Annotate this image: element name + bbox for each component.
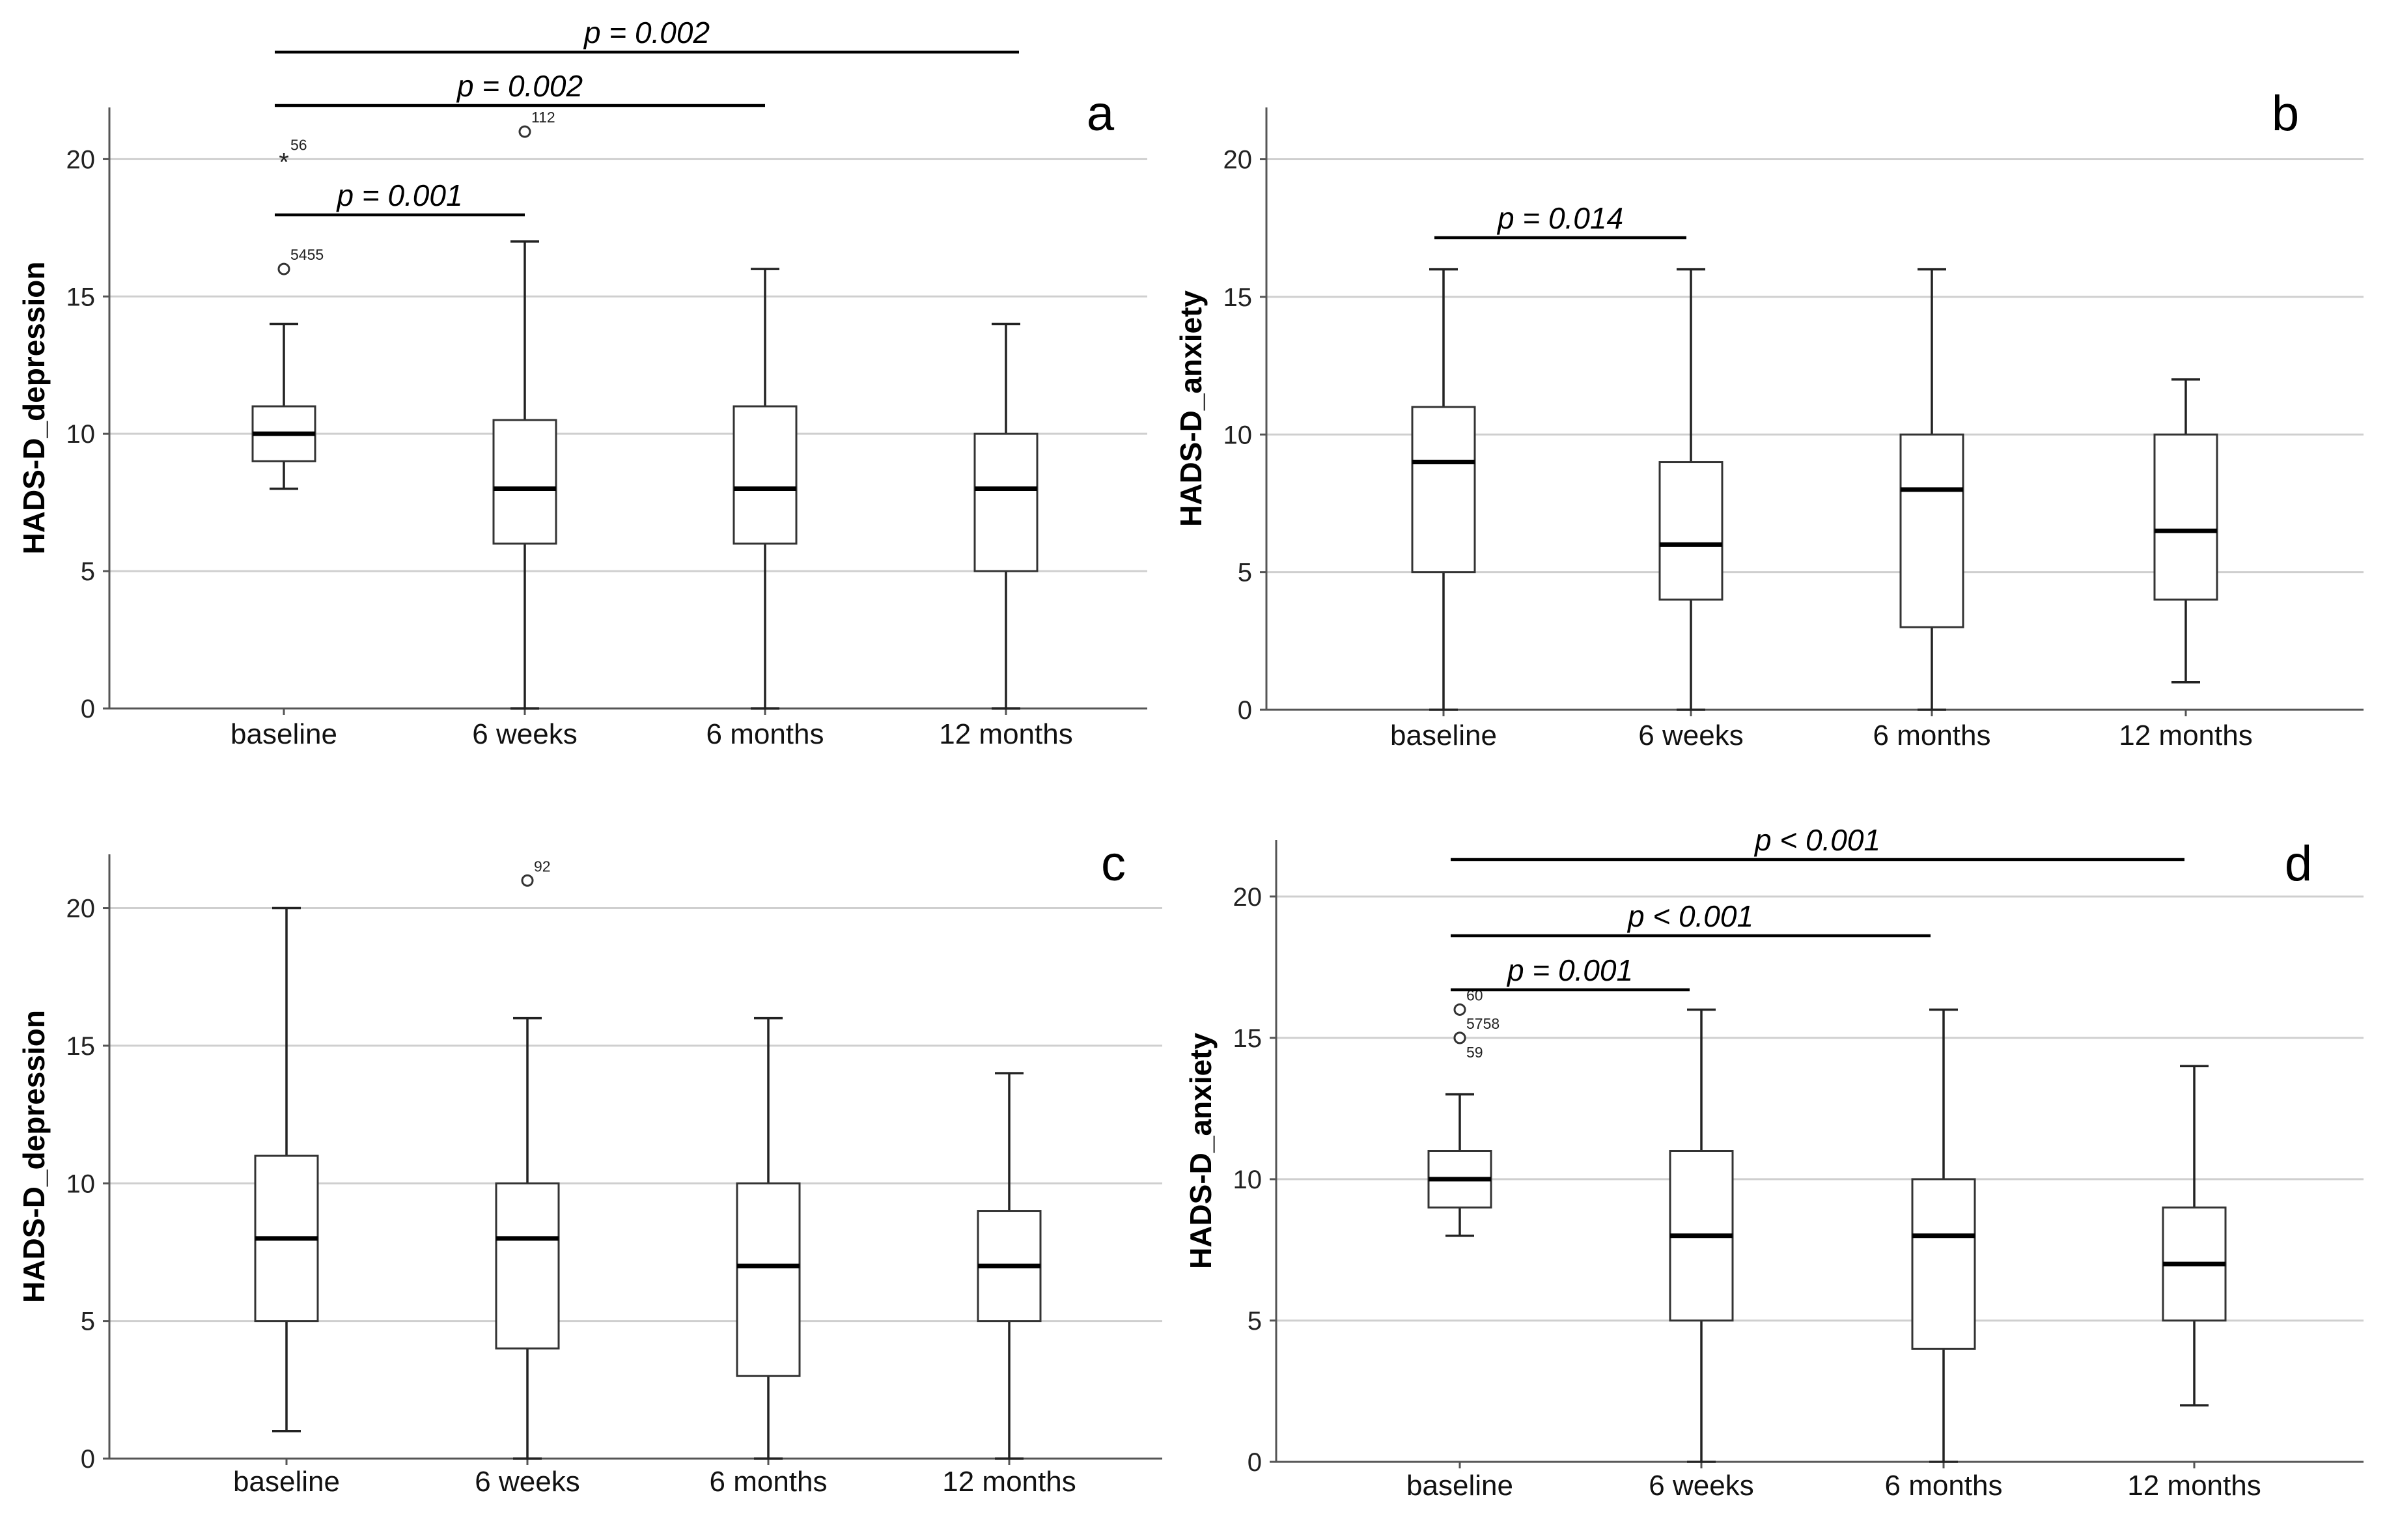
outlier-point [1453, 1003, 1466, 1016]
box-3 [733, 268, 798, 710]
x-category-label: 6 months [1885, 1470, 2003, 1502]
y-tick-label: 15 [66, 283, 96, 311]
outlier-label: 5455 [290, 246, 324, 263]
outlier-point [1453, 1031, 1466, 1044]
box-2 [492, 240, 557, 710]
box-4 [973, 322, 1039, 710]
panel-letter: a [1087, 86, 1115, 141]
y-tick-label: 15 [1223, 283, 1253, 312]
significance-label: p < 0.001 [1753, 823, 1880, 857]
x-category-label: 6 weeks [472, 718, 577, 750]
y-axis-title: HADS-D_depression [17, 1010, 51, 1303]
iqr-box [495, 1182, 560, 1350]
x-category-label: 6 weeks [1649, 1470, 1753, 1502]
panel-letter: d [2285, 836, 2312, 891]
outlier-star: * [279, 148, 289, 176]
chart-panel-b: 0 5 10 15 20 HADS-D_anxiety baseline 6 weeks 6 m… [1174, 86, 2364, 751]
y-tick-label: 5 [81, 557, 95, 586]
box-1 [1411, 268, 1476, 711]
box-3 [1899, 268, 1964, 711]
box-2 [495, 1016, 560, 1460]
outlier-label: 92 [534, 858, 551, 875]
y-tick-label: 10 [66, 420, 96, 449]
iqr-box [2153, 433, 2218, 601]
y-tick-label: 20 [66, 895, 96, 923]
box-1 [251, 322, 316, 490]
y-tick-label: 0 [1248, 1448, 1262, 1477]
x-category-label: 12 months [2127, 1470, 2261, 1502]
significance-label: p = 0.001 [1506, 953, 1633, 987]
x-category-label: baseline [230, 718, 337, 750]
y-axis-title: HADS-D_depression [17, 262, 51, 555]
y-tick-label: 10 [1233, 1166, 1263, 1194]
iqr-box [1899, 433, 1964, 628]
y-tick-label: 20 [1223, 146, 1253, 175]
outlier-label: 56 [290, 136, 307, 153]
iqr-box [733, 405, 798, 545]
y-tick-label: 20 [66, 145, 96, 174]
x-category-label: 12 months [2119, 720, 2252, 751]
y-tick-label: 0 [81, 1445, 95, 1474]
box-4 [977, 1072, 1042, 1460]
y-tick-label: 5 [1238, 559, 1252, 587]
iqr-box [736, 1182, 801, 1377]
outlier-label: 59 [1466, 1044, 1483, 1061]
y-tick-label: 0 [1238, 696, 1252, 725]
box-4 [2162, 1065, 2227, 1407]
x-category-label: 12 months [939, 718, 1072, 750]
y-axis-title: HADS-D_anxiety [1174, 290, 1208, 527]
y-tick-label: 0 [81, 695, 95, 723]
y-tick-label: 15 [1233, 1024, 1263, 1053]
y-tick-label: 5 [81, 1308, 95, 1336]
x-category-label: baseline [1390, 720, 1497, 751]
outlier-point [277, 262, 290, 275]
y-tick-label: 15 [66, 1032, 96, 1061]
outlier-point [518, 125, 531, 138]
y-axis-title: HADS-D_anxiety [1184, 1033, 1218, 1269]
box-1 [254, 906, 319, 1433]
box-4 [2153, 378, 2218, 684]
y-tick-label: 10 [66, 1169, 96, 1198]
y-tick-label: 5 [1248, 1307, 1262, 1336]
iqr-box [1411, 406, 1476, 574]
x-category-label: 12 months [942, 1466, 1076, 1498]
outlier-label: 5758 [1466, 1015, 1500, 1032]
box-1 [1427, 1093, 1492, 1237]
panel-letter: c [1101, 836, 1126, 891]
iqr-box [973, 432, 1039, 572]
box-2 [1669, 1008, 1734, 1463]
chart-panel-a: 0 5 10 15 20 HADS-D_depression baseline 6 weeks… [17, 16, 1147, 750]
x-category-label: 6 months [706, 718, 824, 750]
x-category-label: 6 months [1873, 720, 1991, 751]
x-category-label: baseline [1406, 1470, 1513, 1502]
x-category-label: baseline [233, 1466, 340, 1498]
significance-label: p = 0.014 [1496, 201, 1623, 235]
significance-label: p = 0.002 [456, 69, 583, 103]
box-3 [1911, 1008, 1976, 1463]
outlier-label: 112 [531, 109, 555, 126]
iqr-box [1911, 1178, 1976, 1350]
y-tick-label: 10 [1223, 421, 1253, 449]
box-2 [1658, 268, 1723, 711]
chart-panel-c: 0 5 10 15 20 HADS-D_depression baseline 6 weeks… [17, 836, 1162, 1498]
significance-label: p = 0.002 [583, 16, 710, 49]
significance-label: p = 0.001 [335, 178, 462, 212]
x-category-label: 6 months [710, 1466, 828, 1498]
chart-panel-d: 0 5 10 15 20 HADS-D_anxiety baseline 6 weeks 6 m… [1184, 823, 2364, 1502]
x-category-label: 6 weeks [1638, 720, 1743, 751]
box-3 [736, 1016, 801, 1460]
iqr-box [492, 419, 557, 545]
x-category-label: 6 weeks [475, 1466, 579, 1498]
outlier-point [521, 874, 534, 887]
significance-label: p < 0.001 [1626, 899, 1753, 933]
iqr-box [1658, 461, 1723, 601]
panel-letter: b [2272, 86, 2299, 141]
y-tick-label: 20 [1233, 883, 1263, 912]
